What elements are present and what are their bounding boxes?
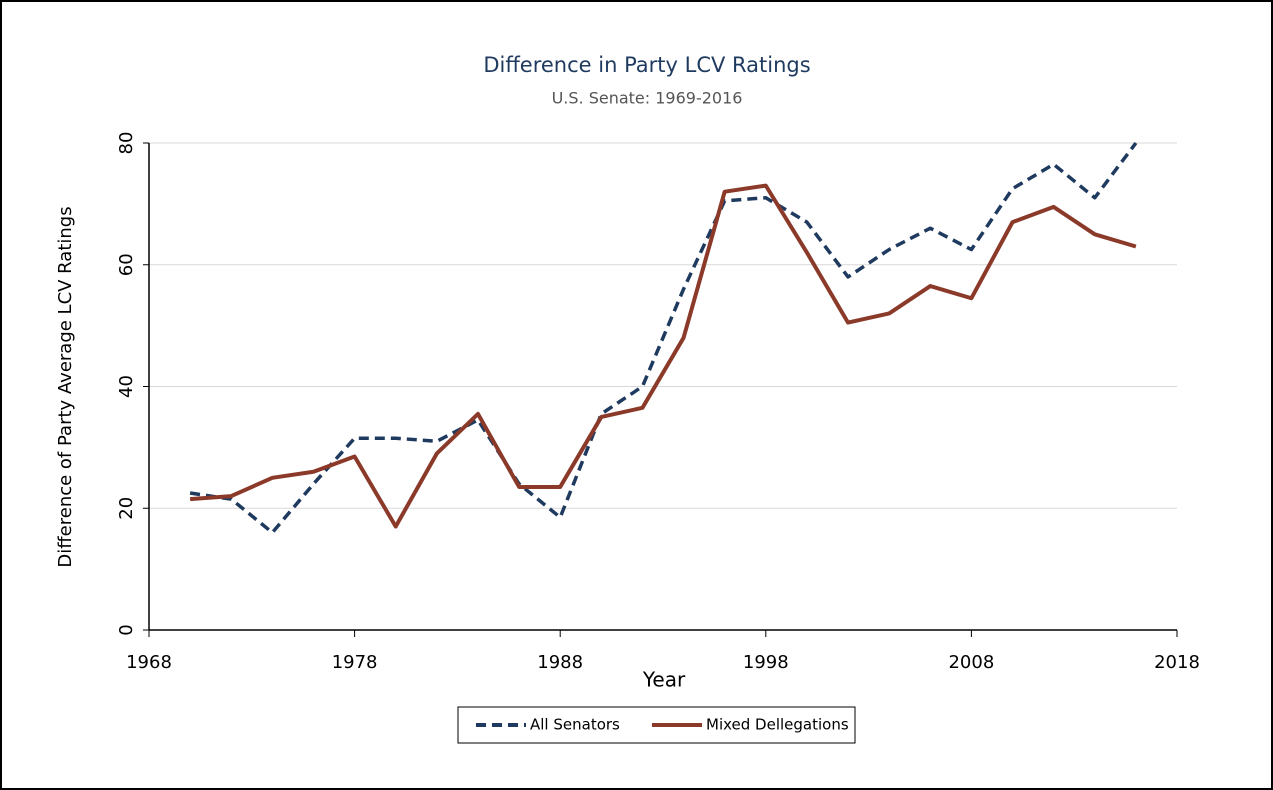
y-tick-label: 80 bbox=[116, 132, 137, 155]
y-tick-label: 40 bbox=[116, 375, 137, 398]
x-tick-label: 1978 bbox=[332, 652, 378, 673]
x-tick-label: 1988 bbox=[537, 652, 583, 673]
legend-label: All Senators bbox=[530, 716, 620, 734]
chart-subtitle: U.S. Senate: 1969-2016 bbox=[552, 89, 743, 108]
chart-title: Difference in Party LCV Ratings bbox=[483, 53, 810, 77]
y-tick-label: 0 bbox=[116, 624, 137, 635]
legend-label: Mixed Dellegations bbox=[706, 716, 849, 734]
y-tick-label: 60 bbox=[116, 253, 137, 276]
series-line bbox=[189, 141, 1138, 535]
x-tick-label: 2008 bbox=[948, 652, 994, 673]
x-tick-label: 1998 bbox=[743, 652, 789, 673]
x-axis-label: Year bbox=[642, 668, 686, 692]
x-tick-label: 1968 bbox=[126, 652, 172, 673]
y-axis-label: Difference of Party Average LCV Ratings bbox=[55, 206, 76, 567]
y-tick-label: 20 bbox=[116, 497, 137, 520]
x-tick-label: 2018 bbox=[1154, 652, 1200, 673]
series-line bbox=[189, 183, 1137, 529]
